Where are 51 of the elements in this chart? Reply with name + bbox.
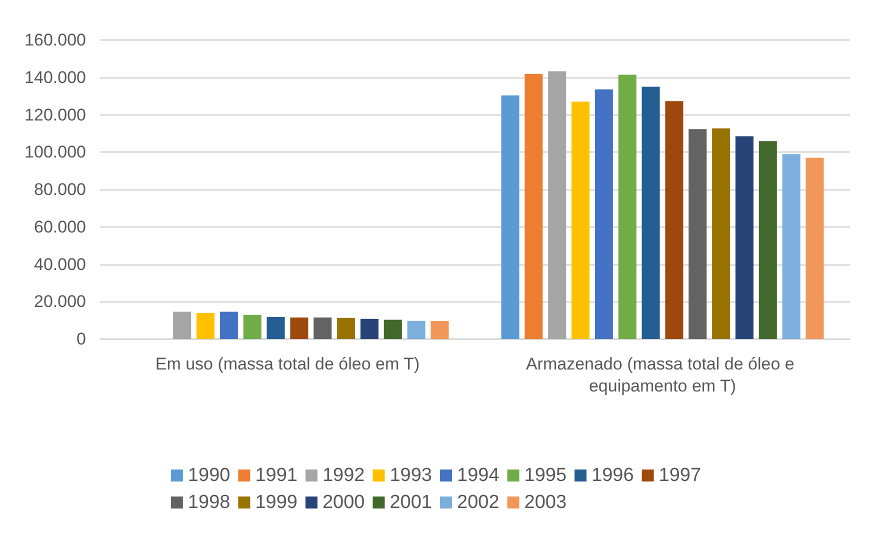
legend-label: 1997: [658, 465, 702, 486]
x-tick-label: Armazenado (massa total de óleo e equipamento em T): [526, 354, 800, 396]
bar: [642, 86, 660, 339]
y-tick-label: 40.000: [34, 254, 86, 274]
bar: [501, 95, 520, 339]
y-tick-label: 160.000: [24, 30, 86, 50]
legend-label: 2003: [524, 492, 567, 513]
bar: [337, 318, 356, 339]
x-tick-label: Em uso (massa total de óleo em T): [155, 354, 420, 374]
legend-label: 2001: [390, 492, 432, 513]
legend-label: 2002: [457, 492, 500, 513]
y-tick-label: 20.000: [34, 292, 86, 312]
bar: [314, 318, 332, 339]
y-tick-label: 0: [76, 330, 86, 348]
bar: [594, 89, 613, 339]
bar: [384, 320, 402, 339]
bar: [430, 321, 449, 339]
bar: [290, 318, 308, 339]
legend-label: 1991: [255, 465, 298, 486]
y-tick-label: 140.000: [24, 68, 86, 87]
bar: [243, 314, 262, 339]
legend-label: 1993: [390, 465, 432, 486]
bar: [173, 312, 192, 339]
legend-label: 1998: [188, 492, 230, 513]
bar: [572, 102, 590, 339]
bar: [360, 318, 378, 339]
bar: [735, 136, 754, 339]
bar: [758, 141, 777, 339]
y-tick-label: 60.000: [34, 217, 86, 236]
legend-label: 1995: [524, 465, 567, 486]
bar: [220, 312, 238, 339]
bar: [806, 158, 824, 339]
bar: [618, 74, 636, 339]
y-tick-label: 80.000: [34, 180, 86, 199]
bar: [712, 128, 730, 339]
legend-label: 1992: [322, 465, 365, 486]
legend-label: 1996: [592, 465, 634, 486]
legend-label: 1994: [457, 465, 500, 486]
y-tick-label: 100.000: [24, 142, 86, 162]
legend-label: 1999: [255, 492, 298, 513]
legend-label: 2000: [322, 492, 365, 513]
y-tick-label: 120.000: [24, 105, 86, 124]
bar: [688, 129, 707, 339]
bar: [548, 71, 566, 339]
bar: [665, 101, 684, 339]
legend-label: 1990: [188, 465, 230, 486]
bar: [524, 74, 543, 339]
bar: [266, 316, 285, 339]
bar: [782, 154, 800, 339]
bar: [196, 313, 215, 339]
bar: [407, 320, 426, 339]
